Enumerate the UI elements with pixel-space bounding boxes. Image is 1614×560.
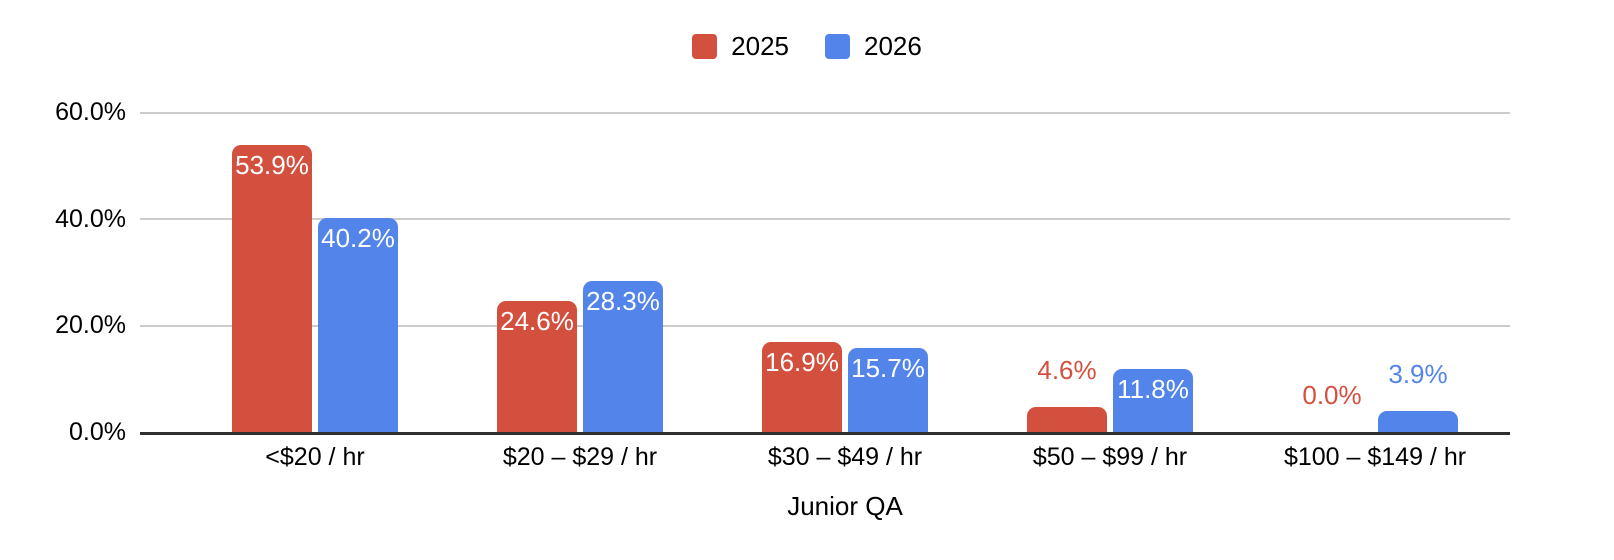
y-tick-label-20: 20.0%: [55, 311, 126, 339]
bar-2026-2[interactable]: [583, 281, 663, 432]
x-axis-title: Junior QA: [787, 491, 903, 521]
bar-value-label-2026-4: 11.8%: [1117, 374, 1189, 405]
bar-value-label-2025-2: 24.6%: [500, 305, 574, 336]
legend-swatch-2026-icon: [825, 33, 850, 59]
bar-2025-1[interactable]: [232, 144, 312, 432]
legend-item-2026[interactable]: 2026: [825, 33, 922, 59]
legend-item-2025[interactable]: 2025: [692, 33, 789, 59]
x-category-label-1: <$20 / hr: [265, 443, 365, 471]
bar-2026-4[interactable]: [1113, 369, 1193, 432]
bar-value-label-2025-4: 4.6%: [1037, 355, 1097, 386]
gridline-40: [140, 218, 1510, 220]
x-axis-line: [140, 432, 1510, 435]
legend-label-2026: 2026: [864, 31, 922, 61]
bar-value-label-2026-2: 28.3%: [586, 286, 660, 317]
gridline-60: [140, 112, 1510, 114]
legend: 2025 2026: [0, 33, 1614, 59]
x-category-label-3: $30 – $49 / hr: [767, 443, 923, 471]
x-category-label-5: $100 – $149 / hr: [1283, 443, 1467, 471]
bar-value-label-2026-1: 40.2%: [321, 222, 395, 253]
y-tick-label-0: 0.0%: [69, 418, 126, 446]
bar-2026-5[interactable]: [1378, 411, 1458, 432]
bar-2026-3[interactable]: [848, 348, 928, 432]
bar-2026-1[interactable]: [318, 217, 398, 432]
bar-2025-4[interactable]: [1027, 407, 1107, 432]
x-category-label-4: $50 – $99 / hr: [1032, 443, 1188, 471]
y-tick-label-40: 40.0%: [55, 205, 126, 233]
gridline-20: [140, 325, 1510, 327]
legend-label-2025: 2025: [731, 31, 789, 61]
plot-area: 53.9% 24.6% 16.9% 4.6% 0.0% 40.2% 28.3% 15.7% 11…: [140, 112, 1510, 435]
bar-value-label-2025-3: 16.9%: [765, 346, 839, 377]
bar-2025-2[interactable]: [497, 300, 577, 432]
y-tick-label-60: 60.0%: [55, 98, 126, 126]
bar-value-label-2025-1: 53.9%: [235, 149, 309, 180]
legend-swatch-2025-icon: [692, 33, 718, 59]
x-category-label-2: $20 – $29 / hr: [502, 443, 658, 471]
bar-2025-3[interactable]: [762, 341, 842, 432]
bar-value-label-2026-5: 3.9%: [1388, 359, 1448, 390]
bar-value-label-2026-3: 15.7%: [851, 353, 925, 384]
bar-value-label-2025-5: 0.0%: [1302, 380, 1362, 410]
